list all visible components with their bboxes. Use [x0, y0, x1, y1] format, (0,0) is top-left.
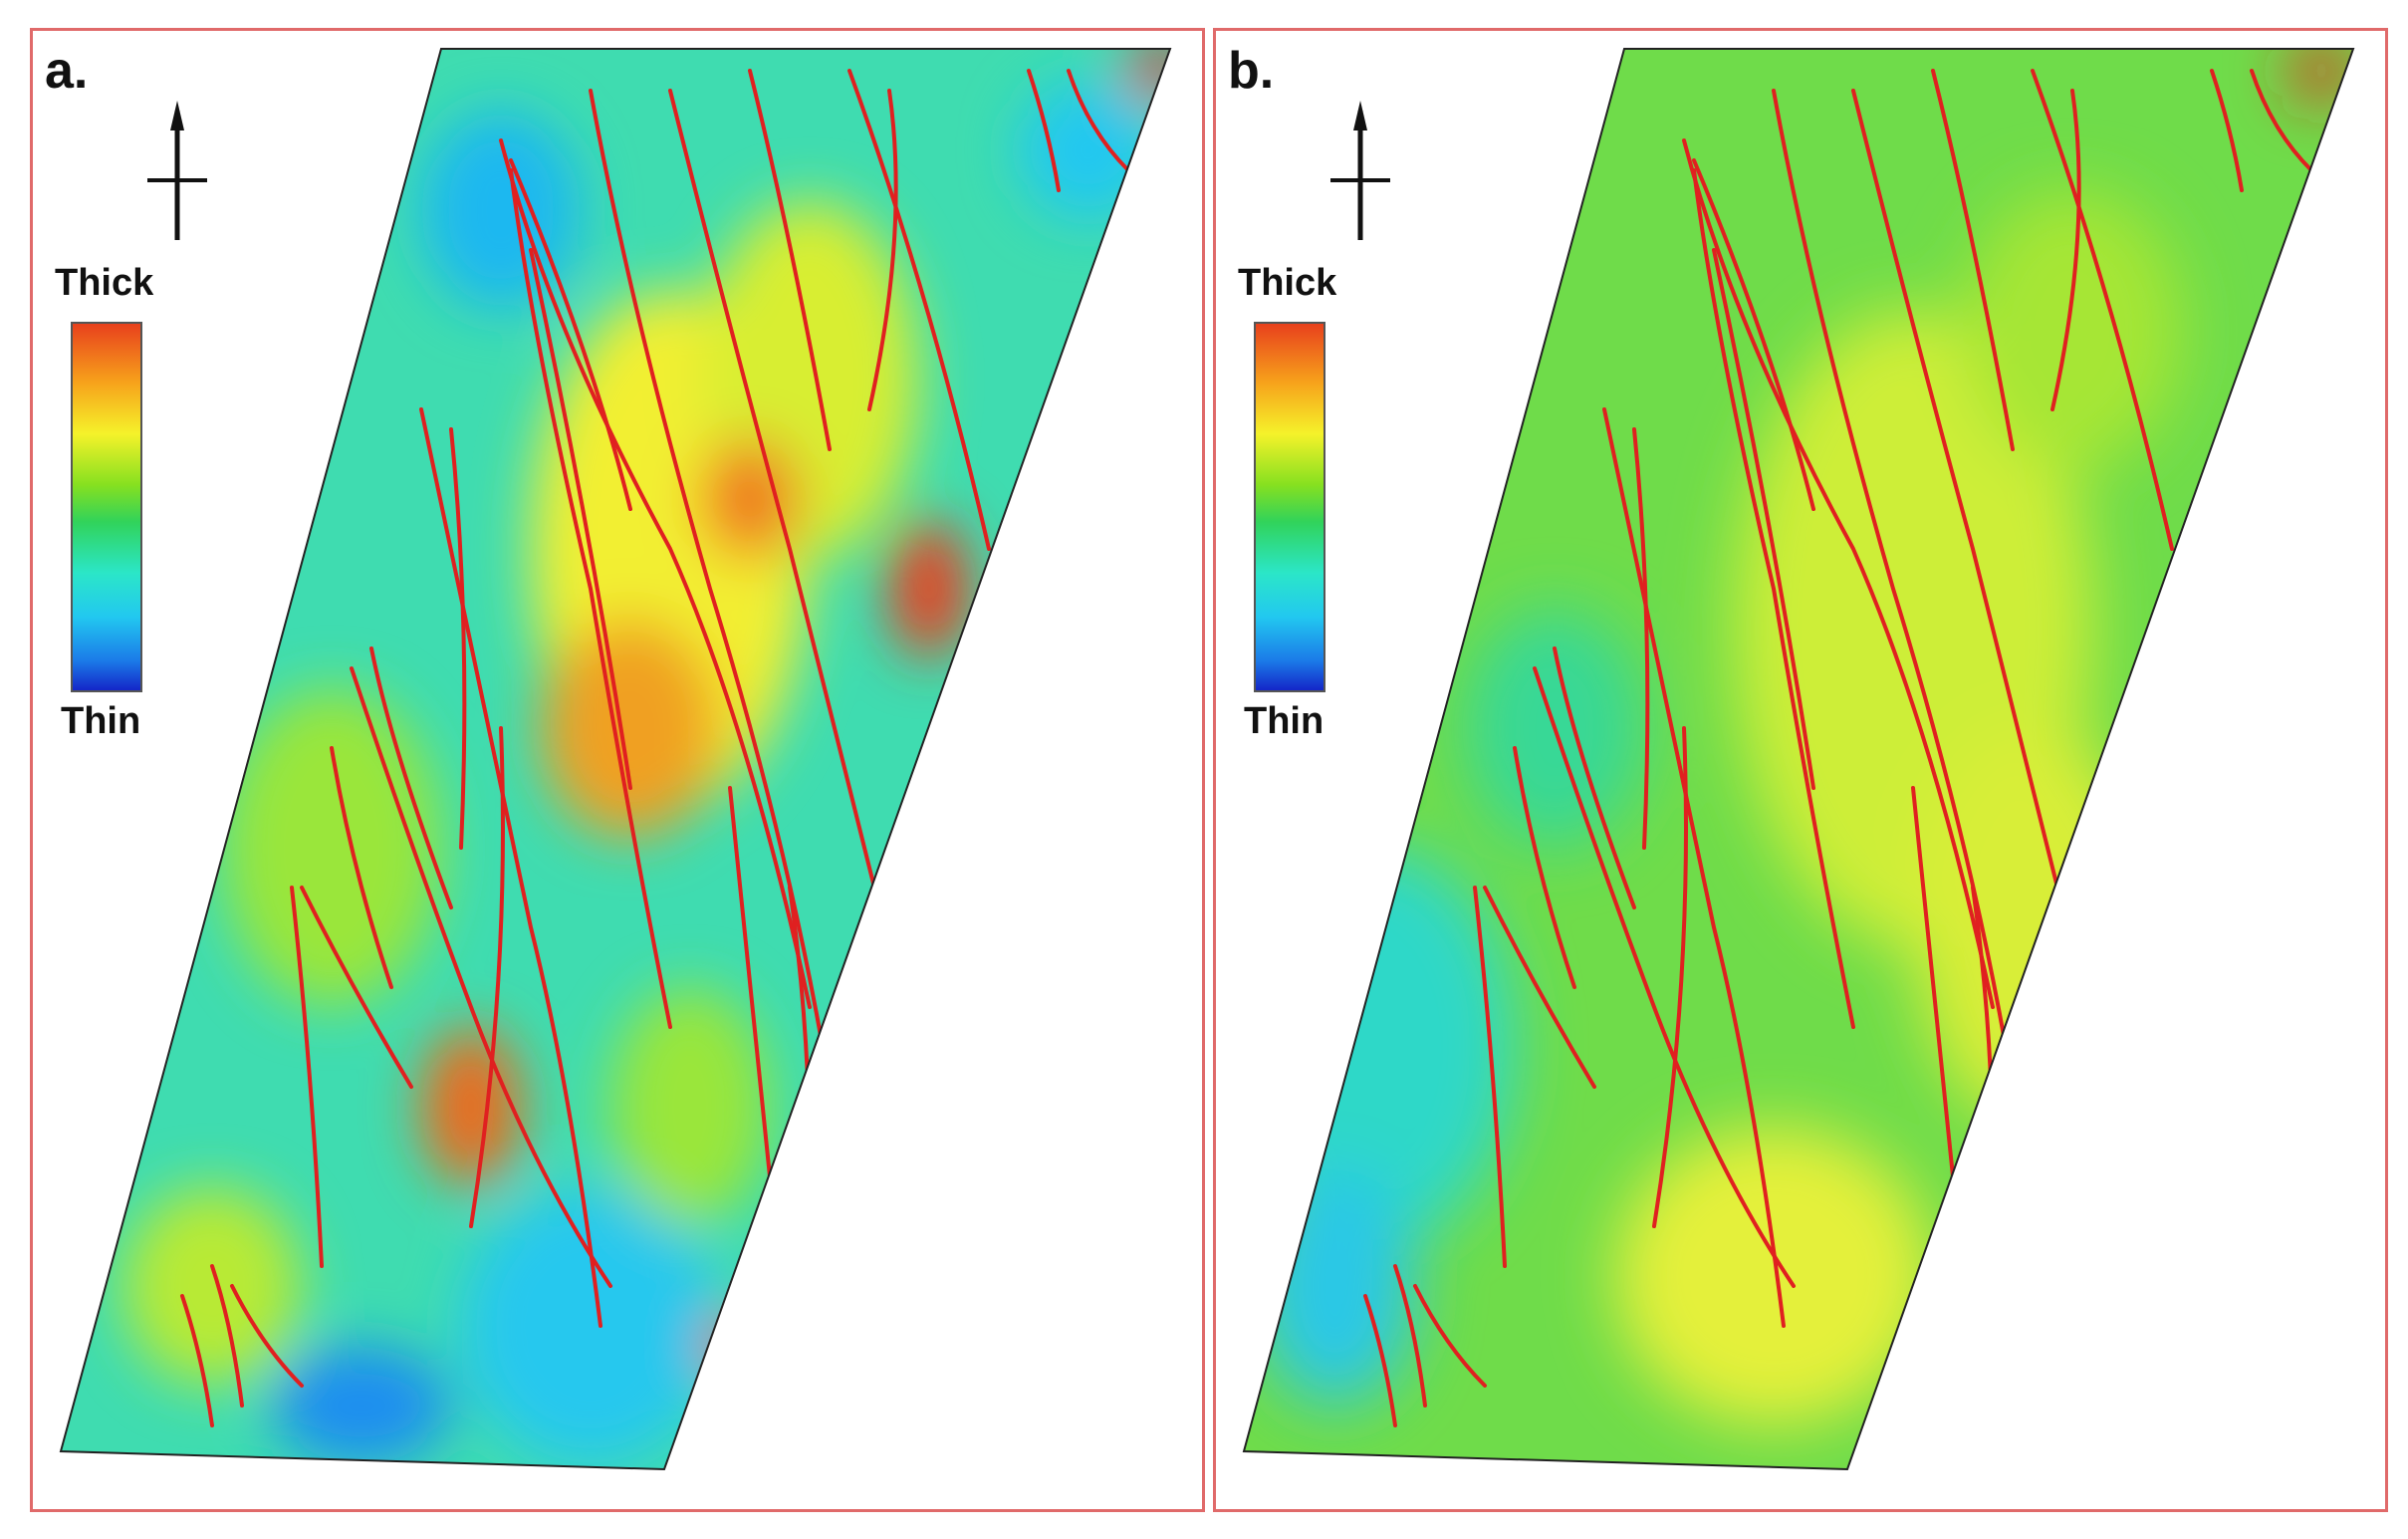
legend-top-label-b: Thick [1238, 262, 1337, 304]
legend-bottom-label-b: Thin [1244, 700, 1324, 742]
thickness-map-b [1242, 48, 2355, 1471]
panel-b: b. Thick Thin [1213, 28, 2388, 1512]
legend-top-label-a: Thick [55, 262, 154, 304]
panel-a: a. Thick Thin [30, 28, 1205, 1512]
north-arrow-icon [147, 101, 207, 240]
thickness-map-a [59, 48, 1172, 1471]
legend-bottom-label-a: Thin [61, 700, 141, 742]
panel-label-b: b. [1228, 42, 1275, 100]
north-arrow-icon [1330, 101, 1390, 240]
legend-colorbar-a [71, 322, 142, 692]
legend-colorbar-b [1254, 322, 1325, 692]
panel-label-a: a. [45, 42, 89, 100]
